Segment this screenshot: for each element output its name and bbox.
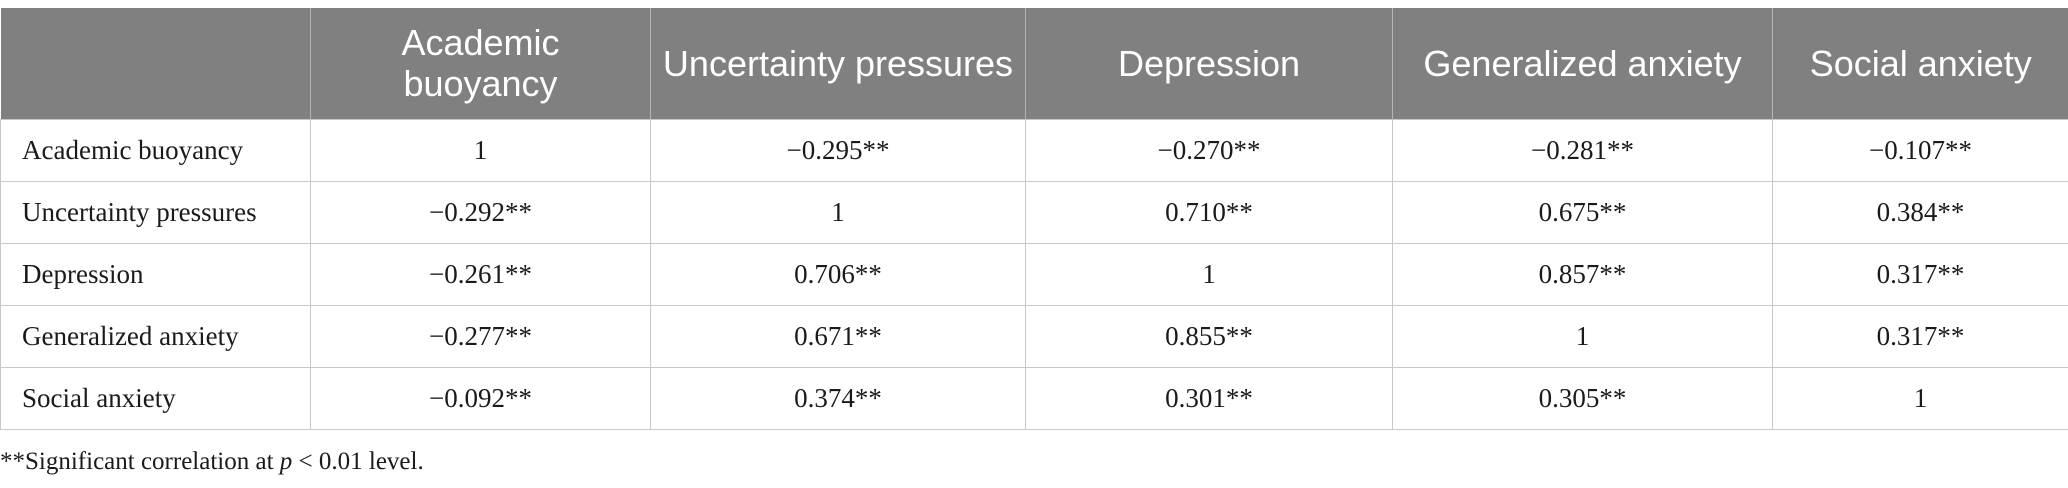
row-label: Social anxiety <box>0 366 311 430</box>
table-cell: 1 <box>310 118 651 182</box>
row-label: Academic buoyancy <box>0 118 311 182</box>
footnote-prefix: **Significant correlation at <box>0 448 280 475</box>
table-row: Generalized anxiety −0.277** 0.671** 0.8… <box>0 304 2068 368</box>
correlation-table-container: Academic buoyancy Uncertainty pressures … <box>0 8 2068 430</box>
table-cell: 0.317** <box>1772 242 2068 306</box>
table-cell: 0.675** <box>1392 180 1773 244</box>
table-cell: −0.281** <box>1392 118 1773 182</box>
row-label: Uncertainty pressures <box>0 180 311 244</box>
table-cell: 0.857** <box>1392 242 1773 306</box>
table-cell: −0.092** <box>310 366 651 430</box>
table-cell: −0.295** <box>650 118 1026 182</box>
header-generalized-anxiety: Generalized anxiety <box>1392 8 1773 119</box>
table-cell: 0.710** <box>1025 180 1393 244</box>
table-cell: 0.855** <box>1025 304 1393 368</box>
table-cell: 1 <box>1392 304 1773 368</box>
table-cell: −0.277** <box>310 304 651 368</box>
table-cell: 1 <box>1772 366 2068 430</box>
table-cell: 0.305** <box>1392 366 1773 430</box>
header-uncertainty-pressures: Uncertainty pressures <box>650 8 1026 119</box>
header-social-anxiety: Social anxiety <box>1772 8 2068 119</box>
table-cell: −0.292** <box>310 180 651 244</box>
row-label: Generalized anxiety <box>0 304 311 368</box>
table-cell: −0.107** <box>1772 118 2068 182</box>
header-academic-buoyancy: Academic buoyancy <box>310 8 651 119</box>
table-header-row: Academic buoyancy Uncertainty pressures … <box>0 8 2068 119</box>
table-cell: 0.384** <box>1772 180 2068 244</box>
correlation-table: Academic buoyancy Uncertainty pressures … <box>0 8 2068 430</box>
header-depression: Depression <box>1025 8 1393 119</box>
header-corner <box>1 8 311 119</box>
row-label: Depression <box>0 242 311 306</box>
table-cell: 0.301** <box>1025 366 1393 430</box>
table-row: Depression −0.261** 0.706** 1 0.857** 0.… <box>0 242 2068 306</box>
table-row: Social anxiety −0.092** 0.374** 0.301** … <box>0 366 2068 430</box>
table-cell: −0.270** <box>1025 118 1393 182</box>
table-cell: 1 <box>650 180 1026 244</box>
table-cell: −0.261** <box>310 242 651 306</box>
footnote-p-variable: p <box>279 448 293 475</box>
footnote-suffix: < 0.01 level. <box>292 448 424 475</box>
table-cell: 0.317** <box>1772 304 2068 368</box>
table-cell: 0.671** <box>650 304 1026 368</box>
table-cell: 1 <box>1025 242 1393 306</box>
table-row: Uncertainty pressures −0.292** 1 0.710**… <box>0 180 2068 244</box>
table-cell: 0.374** <box>650 366 1026 430</box>
table-footnote: **Significant correlation at p < 0.01 le… <box>0 448 424 476</box>
table-row: Academic buoyancy 1 −0.295** −0.270** −0… <box>0 118 2068 182</box>
table-cell: 0.706** <box>650 242 1026 306</box>
